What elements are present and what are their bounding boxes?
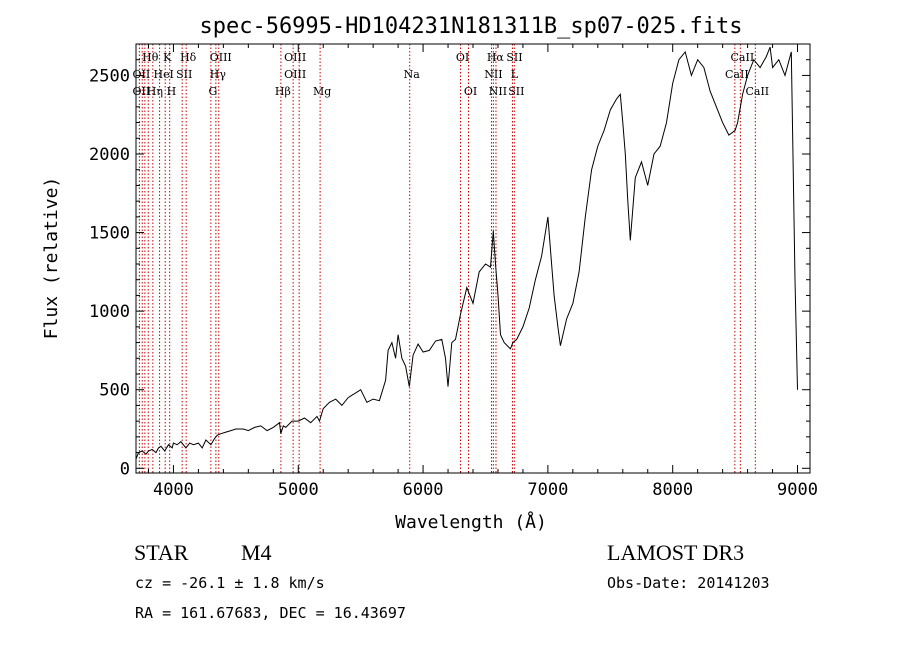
x-tick-label-3: 7000 <box>527 480 568 500</box>
line-label-row2-3: SII <box>176 68 192 81</box>
line-label-row1-5: OI <box>456 51 469 64</box>
chart-title: spec-56995-HD104231N181311B_sp07-025.fit… <box>199 14 742 39</box>
line-label-row2-6: Na <box>404 68 421 81</box>
line-label-row3-7: NII <box>489 85 507 98</box>
spectrum-chart: spec-56995-HD104231N181311B_sp07-025.fit… <box>41 14 818 533</box>
line-label-row1-0: Hθ <box>142 51 159 64</box>
line-label-row2-9: CaII <box>725 68 749 81</box>
line-label-row1-1: K <box>163 51 172 64</box>
y-tick-label-4: 2000 <box>89 145 130 165</box>
line-markers <box>138 44 756 473</box>
x-tick-label-4: 8000 <box>652 480 693 500</box>
y-tick-label-5: 2500 <box>89 66 130 86</box>
line-label-row3-0: OII <box>133 85 151 98</box>
x-tick-label-1: 5000 <box>278 480 319 500</box>
x-tick-label-5: 9000 <box>777 480 818 500</box>
line-label-row3-4: Hβ <box>275 85 291 98</box>
line-label-row1-3: OIII <box>210 51 232 64</box>
survey-name: LAMOST DR3 <box>607 540 745 565</box>
line-label-row3-6: OI <box>464 85 477 98</box>
obs-date: Obs-Date: 20141203 <box>607 574 770 592</box>
line-label-row3-5: Mg <box>313 85 331 98</box>
object-subclass: M4 <box>241 540 272 565</box>
x-tick-label-2: 6000 <box>403 480 444 500</box>
line-label-row2-5: OIII <box>284 68 306 81</box>
line-label-row2-0: OII <box>133 68 151 81</box>
y-axis-label: Flux (relative) <box>41 177 62 340</box>
line-label-row2-4: Hγ <box>210 68 227 81</box>
line-label-row2-2: I <box>170 68 174 81</box>
object-class: STAR <box>134 540 189 565</box>
x-axis-label: Wavelength (Å) <box>395 511 547 533</box>
line-label-row3-9: CaII <box>745 85 769 98</box>
y-tick-label-0: 0 <box>120 459 130 479</box>
line-label-row1-8: CaII <box>731 51 755 64</box>
line-label-row2-7: NII <box>484 68 502 81</box>
spectrum-line <box>135 46 798 460</box>
line-label-row3-3: G <box>208 85 217 98</box>
line-label-row1-7: SII <box>506 51 522 64</box>
velocity-text: cz = -26.1 ± 1.8 km/s <box>135 574 325 592</box>
line-label-row2-1: He <box>154 68 170 81</box>
line-label-row1-6: Hα <box>487 51 505 64</box>
coordinates-text: RA = 161.67683, DEC = 16.43697 <box>135 604 406 622</box>
x-tick-label-0: 4000 <box>153 480 194 500</box>
line-label-row1-2: Hδ <box>180 51 197 64</box>
line-label-row3-2: H <box>167 85 177 98</box>
y-tick-label-2: 1000 <box>89 302 130 322</box>
plot-frame <box>135 43 811 474</box>
line-label-row2-8: L <box>511 68 519 81</box>
axes: 4000 5000 6000 7000 8000 9000 0 500 1000 1500 2000… <box>89 44 818 500</box>
line-label-row3-8: SII <box>508 85 524 98</box>
y-tick-label-1: 500 <box>99 381 130 401</box>
y-tick-label-3: 1500 <box>89 224 130 244</box>
line-label-row3-1: Hη <box>147 85 163 98</box>
line-label-row1-4: OIII <box>284 51 306 64</box>
